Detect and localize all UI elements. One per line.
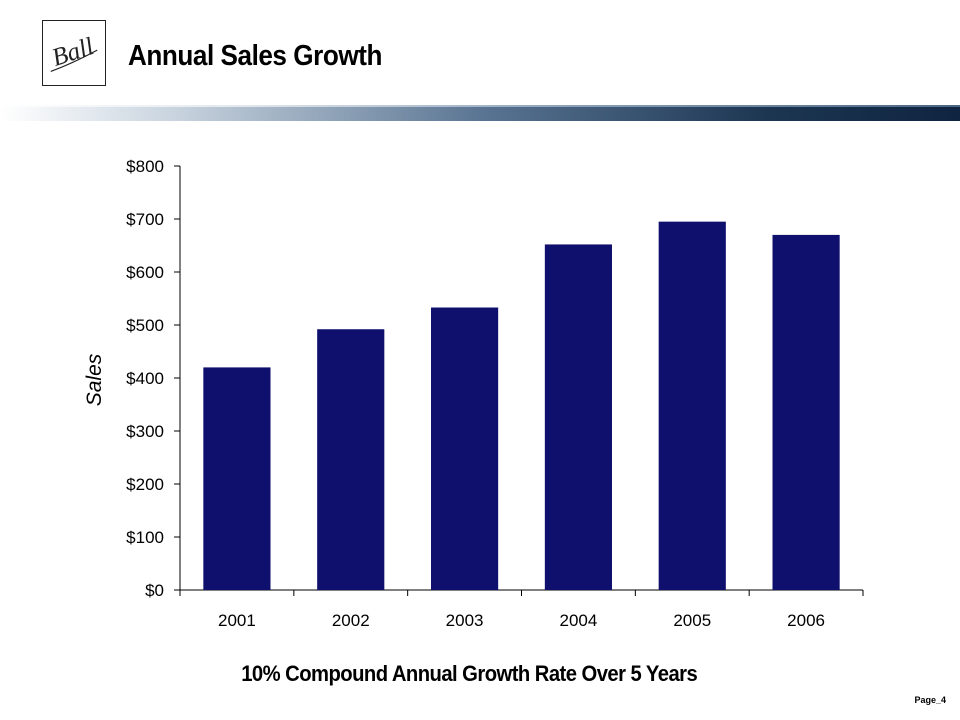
sales-bar-chart: $0$100$200$300$400$500$600$700$800 2001 2… [83, 157, 864, 630]
ball-logo-icon: Ball [49, 33, 98, 72]
header-rule-highlight [0, 105, 960, 108]
bar-2002 [317, 329, 385, 590]
x-tick-label: 2003 [446, 611, 484, 630]
y-tick-label: $600 [126, 263, 164, 282]
x-tick-labels: 2001 2002 2003 2004 2005 2006 [218, 611, 825, 630]
y-axis-label: Sales [83, 353, 106, 406]
y-tick-labels: $0 $100 $200 $300 $400 $500 $600 $700 $800 [126, 157, 164, 600]
y-tick-label: $700 [126, 210, 164, 229]
bar-2006 [772, 234, 840, 590]
y-tick-label: $300 [126, 422, 164, 441]
x-tick-label: 2004 [560, 611, 598, 630]
bar-2005 [658, 221, 726, 590]
cagr-note: 10% Compound Annual Growth Rate Over 5 Y… [241, 661, 698, 686]
x-tick-label: 2006 [787, 611, 825, 630]
bar-2004 [544, 244, 612, 590]
bar-2003 [431, 307, 499, 590]
y-tick-label: $400 [126, 369, 164, 388]
y-tick-label: $100 [126, 528, 164, 547]
bar-2001 [203, 367, 271, 590]
x-tick-label: 2005 [673, 611, 711, 630]
page-number: Page_4 [914, 695, 946, 705]
x-tick-label: 2001 [218, 611, 256, 630]
header-rule [0, 107, 960, 121]
y-tick-label: $500 [126, 316, 164, 335]
x-tick-label: 2002 [332, 611, 370, 630]
page-title: Annual Sales Growth [128, 40, 382, 72]
y-tick-label: $0 [145, 581, 164, 600]
y-tick-label: $200 [126, 475, 164, 494]
chart-bars [203, 221, 840, 590]
ball-logo: Ball [42, 20, 106, 86]
chart-axes [174, 165, 864, 596]
y-tick-label: $800 [126, 157, 164, 176]
